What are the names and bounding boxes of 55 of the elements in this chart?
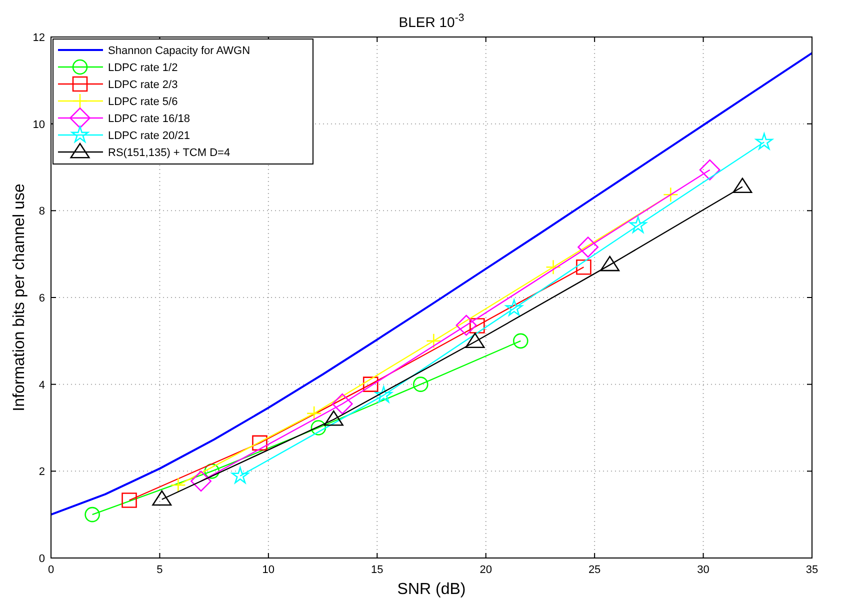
legend-label: LDPC rate 5/6 bbox=[108, 96, 178, 108]
point bbox=[470, 318, 485, 334]
point bbox=[512, 333, 528, 349]
point bbox=[578, 236, 598, 258]
x-tick-label: 20 bbox=[480, 564, 492, 576]
x-axis-title: SNR (dB) bbox=[397, 581, 466, 598]
y-axis-title: Information bits per channel use bbox=[11, 184, 28, 412]
point bbox=[699, 159, 720, 180]
point bbox=[600, 256, 620, 272]
point bbox=[252, 435, 268, 451]
point bbox=[232, 466, 249, 484]
chart-title: BLER 10$^{-3}$ bbox=[398, 12, 464, 30]
point bbox=[375, 386, 392, 403]
point bbox=[456, 314, 477, 336]
x-tick-label: 15 bbox=[371, 564, 384, 576]
point bbox=[663, 186, 678, 202]
point bbox=[576, 259, 592, 275]
x-tick-label: 10 bbox=[262, 564, 275, 576]
x-tick-label: 5 bbox=[156, 564, 163, 576]
point bbox=[362, 376, 378, 392]
point bbox=[412, 376, 428, 392]
y-tick-label: 4 bbox=[38, 379, 45, 392]
point bbox=[546, 259, 561, 275]
y-tick-label: 10 bbox=[32, 118, 45, 131]
point bbox=[170, 477, 186, 493]
legend-label: RS(151,135) + TCM D=4 bbox=[108, 147, 230, 159]
point bbox=[756, 133, 773, 150]
point bbox=[122, 492, 137, 508]
point bbox=[732, 178, 752, 194]
y-tick-label: 6 bbox=[38, 292, 45, 304]
y-tick-label: 8 bbox=[38, 206, 45, 218]
y-tick-label: 0 bbox=[38, 553, 45, 565]
point bbox=[324, 410, 344, 426]
legend-label: LDPC rate 1/2 bbox=[108, 62, 178, 74]
point bbox=[204, 464, 220, 479]
y-tick-label: 2 bbox=[38, 466, 45, 478]
point bbox=[426, 333, 442, 349]
legend-label: LDPC rate 2/3 bbox=[108, 79, 178, 91]
point bbox=[332, 393, 353, 414]
point bbox=[190, 470, 212, 492]
x-tick-label: 25 bbox=[588, 564, 601, 576]
legend-label: LDPC rate 16/18 bbox=[108, 113, 190, 125]
point bbox=[306, 406, 322, 422]
point bbox=[310, 420, 326, 436]
y-tick-label: 12 bbox=[32, 32, 45, 44]
x-tick-label: 35 bbox=[806, 564, 818, 576]
point bbox=[84, 506, 100, 522]
legend-label: LDPC rate 20/21 bbox=[108, 130, 190, 142]
point bbox=[465, 332, 485, 348]
point bbox=[152, 490, 172, 506]
legend-label: Shannon Capacity for AWGN bbox=[108, 45, 250, 57]
x-tick-label: 0 bbox=[48, 564, 54, 576]
point bbox=[629, 216, 647, 233]
point bbox=[505, 299, 523, 316]
x-tick-label: 30 bbox=[697, 564, 710, 576]
